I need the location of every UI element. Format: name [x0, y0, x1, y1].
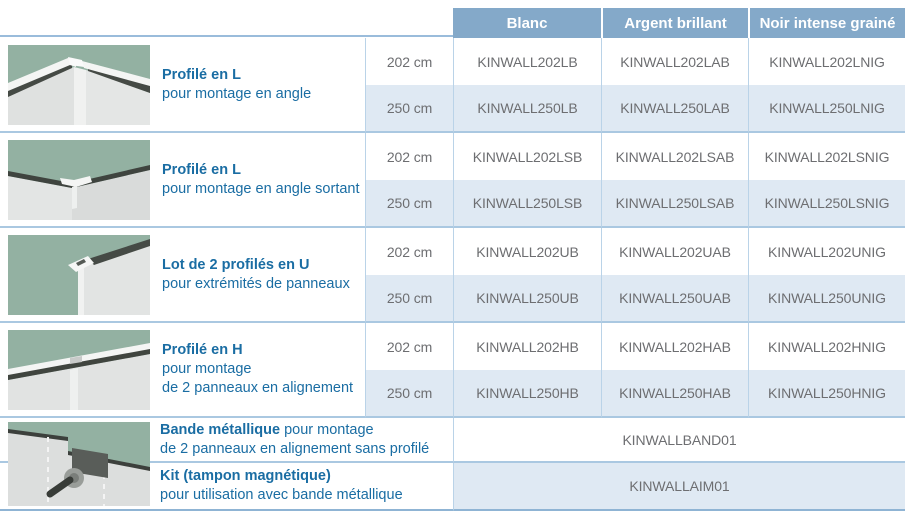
header-col-noir: Noir intense grainé [748, 8, 905, 38]
code-cell: KINWALL250LSNIG [748, 180, 905, 228]
size-cell: 250 cm [365, 85, 453, 133]
group-desc-line: pour extrémités de panneaux [162, 275, 350, 292]
metal-band-magnet-image [8, 422, 150, 506]
corner-inside-render-icon [8, 44, 150, 125]
footer-title: Kit (tampon magnétique) [160, 468, 331, 484]
group-desc-line: pour montage [162, 361, 252, 377]
footer-desc-bande-metallique: Bande métallique pour montage de 2 panne… [0, 418, 453, 463]
group-desc-profile-h: Profilé en H pour montage de 2 panneaux … [0, 323, 365, 418]
code-cell: KINWALL202UNIG [748, 228, 905, 275]
code-cell: KINWALL250UB [453, 275, 601, 323]
product-grid: Profilé en L pour montage en angle 202 c… [0, 38, 905, 511]
code-cell: KINWALL202LSNIG [748, 133, 905, 180]
footer-title-line: Kit (tampon magnétique) [160, 467, 453, 486]
footer-desc-line: pour utilisation avec bande métallique [160, 487, 403, 503]
footer-desc-kit-tampon: Kit (tampon magnétique) pour utilisation… [0, 463, 453, 511]
group-desc-line: pour montage en angle sortant [162, 180, 360, 197]
code-cell: KINWALL250LB [453, 85, 601, 133]
group-title: Profilé en L [162, 66, 241, 83]
footer-desc-line: de 2 panneaux en alignement sans profilé [160, 440, 430, 457]
u-profile-render-icon [8, 234, 150, 315]
size-cell: 202 cm [365, 133, 453, 180]
code-cell: KINWALL202UB [453, 228, 601, 275]
code-cell: KINWALL202LB [453, 38, 601, 85]
corner-outside-profile-image [8, 139, 150, 220]
code-cell: KINWALL250LNIG [748, 85, 905, 133]
code-cell: KINWALL202LNIG [748, 38, 905, 85]
code-cell: KINWALL250HNIG [748, 370, 905, 418]
group-desc-line: pour montage en angle [162, 85, 312, 102]
code-cell: KINWALL202LSAB [601, 133, 748, 180]
code-cell: KINWALL250UNIG [748, 275, 905, 323]
code-cell: KINWALL250LSB [453, 180, 601, 228]
code-cell: KINWALL202HB [453, 323, 601, 370]
code-cell-band: KINWALLBAND01 [453, 418, 905, 463]
panel-end-u-profile-image [8, 234, 150, 315]
corner-inside-profile-image [8, 44, 150, 125]
code-cell-kit: KINWALLAIM01 [453, 463, 905, 511]
code-cell: KINWALL250HB [453, 370, 601, 418]
group-desc-profile-l-angle: Profilé en L pour montage en angle [0, 38, 365, 133]
group-title: Lot de 2 profilés en U [162, 256, 310, 273]
group-desc-line: de 2 panneaux en alignement [162, 380, 354, 396]
code-cell: KINWALL202LSB [453, 133, 601, 180]
code-cell: KINWALL202LAB [601, 38, 748, 85]
metal-band-render-icon [8, 422, 150, 506]
table-top-rule [0, 35, 453, 37]
size-cell: 250 cm [365, 275, 453, 323]
code-cell: KINWALL250LSAB [601, 180, 748, 228]
footer-title-line: Bande métallique pour montage [160, 421, 453, 440]
group-title: Profilé en L [162, 161, 241, 178]
footer-title-suffix: pour montage [280, 421, 374, 438]
size-cell: 250 cm [365, 180, 453, 228]
color-header-row: Blanc Argent brillant Noir intense grain… [453, 8, 905, 38]
header-col-blanc: Blanc [453, 8, 601, 38]
group-desc-profile-l-sortant: Profilé en L pour montage en angle sorta… [0, 133, 365, 228]
code-cell: KINWALL202HNIG [748, 323, 905, 370]
code-cell: KINWALL202UAB [601, 228, 748, 275]
code-cell: KINWALL250HAB [601, 370, 748, 418]
group-desc-profiles-u: Lot de 2 profilés en U pour extrémités d… [0, 228, 365, 323]
header-col-argent: Argent brillant [601, 8, 748, 38]
footer-title: Bande métallique [160, 421, 281, 438]
size-cell: 202 cm [365, 323, 453, 370]
panel-joint-h-profile-image [8, 329, 150, 410]
code-cell: KINWALL250UAB [601, 275, 748, 323]
code-cell: KINWALL250LAB [601, 85, 748, 133]
size-cell: 202 cm [365, 228, 453, 275]
size-cell: 250 cm [365, 370, 453, 418]
code-cell: KINWALL202HAB [601, 323, 748, 370]
size-cell: 202 cm [365, 38, 453, 85]
group-title: Profilé en H [162, 342, 243, 358]
corner-outside-render-icon [8, 139, 150, 220]
h-profile-render-icon [8, 329, 150, 410]
